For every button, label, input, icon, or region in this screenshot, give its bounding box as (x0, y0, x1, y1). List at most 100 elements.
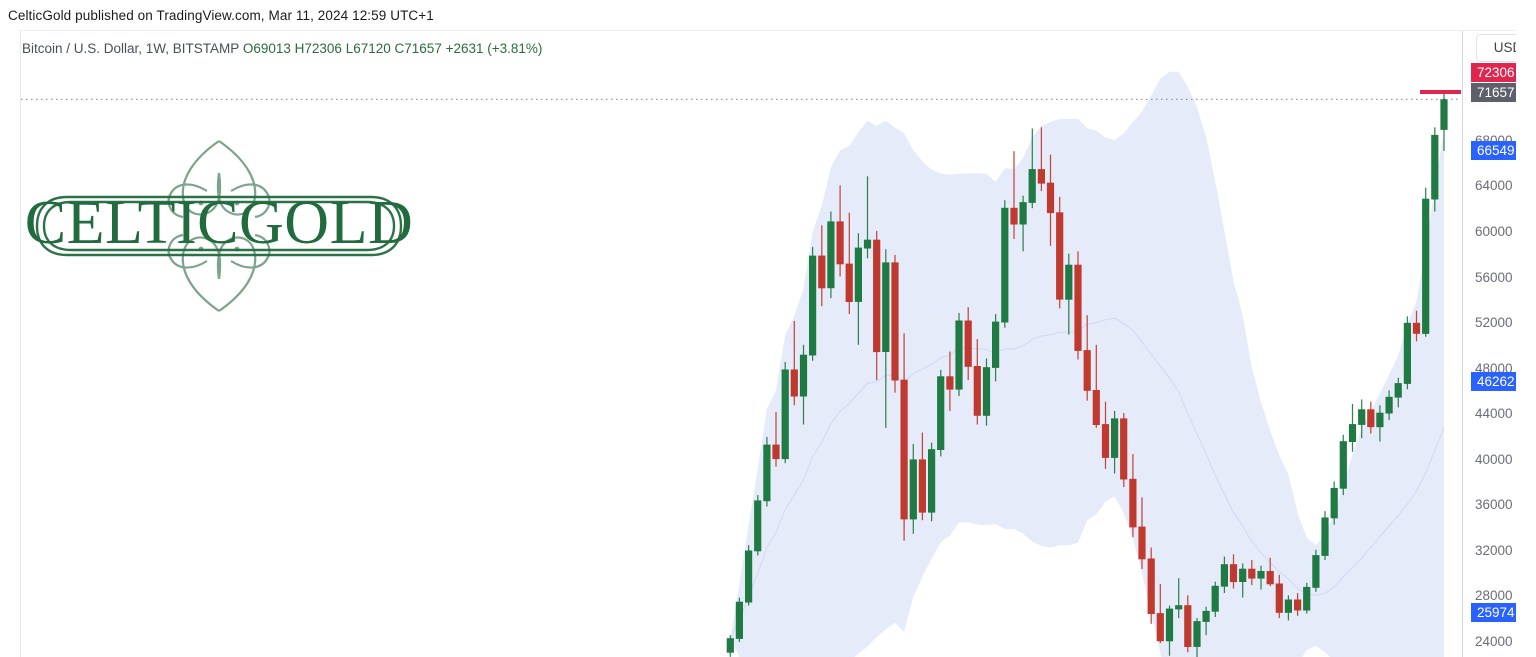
candle-body (1412, 322, 1421, 334)
candle-body (964, 320, 972, 367)
candle-body (1422, 198, 1430, 334)
candle-body (1065, 264, 1073, 300)
candle-body (973, 365, 981, 416)
chart-legend: Bitcoin / U.S. Dollar, 1W, BITSTAMP O690… (22, 40, 542, 58)
candle-body (1101, 424, 1110, 458)
candle-body (1001, 207, 1009, 323)
axis-price-badge-blue: 25974 (1471, 603, 1516, 622)
candle-body (1037, 169, 1046, 184)
candle-body (745, 550, 753, 603)
candle-body (1147, 558, 1155, 615)
candle-body (1394, 383, 1402, 398)
candle-body (1220, 564, 1228, 587)
legend-change: +2631 (+3.81%) (445, 41, 543, 56)
candle-body (1092, 389, 1100, 425)
candle-body (1010, 207, 1018, 225)
candle-body (863, 239, 872, 249)
axis-tick: 24000 (1475, 634, 1513, 649)
candle-body (1120, 418, 1128, 480)
candle-body (1239, 568, 1247, 582)
candle-body (1284, 599, 1292, 613)
axis-tick: 60000 (1475, 224, 1513, 239)
candle-body (992, 321, 1000, 368)
candle-group (726, 92, 1448, 657)
candle-body (1358, 409, 1366, 425)
candle-body (1083, 350, 1091, 391)
candle-body (873, 239, 881, 353)
candle-body (854, 247, 863, 302)
candle-body (955, 320, 963, 390)
candle-body (735, 601, 744, 639)
axis-tick: 28000 (1475, 588, 1513, 603)
candle-body (1111, 418, 1119, 458)
axis-price-badge-blue: 46262 (1471, 372, 1516, 391)
candle-body (1294, 599, 1302, 611)
axis-tick: 36000 (1475, 497, 1513, 512)
axis-tick: 64000 (1475, 178, 1513, 193)
candle-body (754, 500, 762, 552)
axis-price-badge-blue: 66549 (1471, 141, 1516, 160)
candle-body (790, 369, 798, 397)
price-axis[interactable]: USD 680006400060000560005200048000440004… (1462, 31, 1516, 657)
axis-price-badge-crimson: 72306 (1471, 63, 1516, 82)
axis-tick: 44000 (1475, 406, 1513, 421)
candle-body (836, 221, 844, 265)
candle-body (1275, 583, 1283, 613)
candle-body (1376, 412, 1384, 428)
axis-tick: 40000 (1475, 452, 1513, 467)
candle-body (1330, 487, 1338, 519)
candle-body (946, 376, 954, 390)
candle-body (1367, 409, 1375, 428)
legend-low: L67120 (345, 41, 391, 56)
candle-body (1385, 396, 1393, 414)
candle-body (772, 444, 780, 460)
candle-body (928, 449, 936, 513)
candle-body (1074, 264, 1082, 351)
legend-symbol: Bitcoin / U.S. Dollar, 1W, BITSTAMP (22, 41, 240, 56)
candle-body (900, 379, 908, 520)
candle-body (1440, 99, 1448, 130)
candle-body (818, 255, 826, 289)
legend-open: O69013 (242, 41, 291, 56)
candle-body (1211, 585, 1219, 612)
candle-body (1165, 608, 1174, 642)
price-plot-area[interactable] (21, 31, 1461, 657)
candle-body (937, 376, 945, 451)
celticgold-logo-watermark: CELTICGOLD (21, 131, 417, 321)
publisher-caption: CelticGold published on TradingView.com,… (8, 8, 434, 23)
candle-body (1202, 610, 1210, 622)
candle-body (1138, 526, 1146, 560)
candle-body (845, 263, 853, 302)
candle-body (1431, 134, 1439, 200)
candle-body (1056, 212, 1064, 300)
candle-body (918, 459, 927, 513)
candle-body (891, 262, 899, 381)
currency-button[interactable]: USD (1476, 34, 1516, 62)
axis-tick: 32000 (1475, 543, 1513, 558)
candle-body (763, 444, 771, 502)
axis-tick: 52000 (1475, 315, 1513, 330)
candle-body (827, 221, 835, 289)
legend-close: C71657 (394, 41, 442, 56)
candle-body (1248, 568, 1256, 579)
candlestick-canvas (21, 71, 1461, 657)
candle-body (1046, 182, 1055, 214)
candle-body (982, 367, 991, 416)
legend-high: H72306 (294, 41, 342, 56)
candle-body (1339, 441, 1347, 489)
candle-body (1175, 605, 1183, 610)
candle-body (1312, 555, 1320, 588)
candle-body (1266, 571, 1274, 585)
candle-body (1129, 478, 1137, 528)
candle-body (1257, 571, 1265, 579)
candle-body (1028, 169, 1036, 203)
candle-body (1019, 202, 1027, 225)
chart-frame: CELTICGOLD Bitcoin / U.S. Dollar, 1W, BI… (20, 30, 1516, 657)
candle-body (1348, 424, 1357, 443)
candle-body (1321, 517, 1329, 556)
candle-body (799, 354, 808, 397)
axis-price-badge-dark: 71657 (1471, 83, 1516, 102)
candle-body (1156, 613, 1164, 642)
candle-body (1193, 621, 1201, 647)
